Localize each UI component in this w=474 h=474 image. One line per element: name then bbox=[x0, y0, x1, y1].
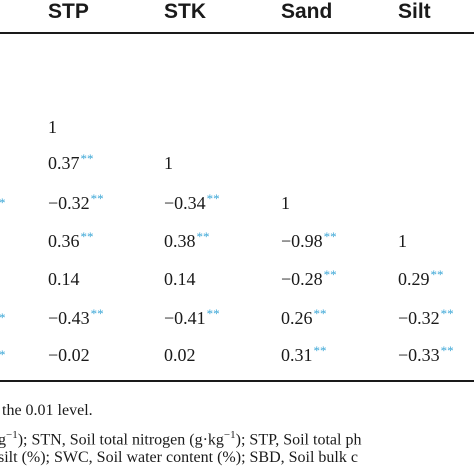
cut-off-sig-marker: * bbox=[0, 340, 6, 370]
header-rule bbox=[0, 32, 474, 34]
cut-off-sig-marker: * bbox=[0, 303, 6, 333]
cell-sand: −0.28** bbox=[281, 267, 337, 289]
table-bottom-rule bbox=[0, 380, 474, 382]
column-header-silt: Silt bbox=[398, 0, 431, 23]
cell-sand: 0.31** bbox=[281, 343, 327, 365]
cell-stk: 1 bbox=[164, 153, 173, 173]
footnote-abbreviations-cont: silt (%); SWC, Soil water content (%); S… bbox=[0, 449, 358, 466]
cell-stp: 1 bbox=[48, 117, 57, 137]
table-row: 0.14 0.14 −0.28** 0.29** bbox=[0, 264, 474, 294]
cell-silt: 1 bbox=[398, 231, 407, 251]
cell-stk: 0.02 bbox=[164, 345, 196, 365]
table-row: 1 bbox=[0, 112, 474, 142]
cell-silt: −0.33** bbox=[398, 343, 454, 365]
column-header-sand: Sand bbox=[281, 0, 333, 23]
cell-silt: −0.32** bbox=[398, 306, 454, 328]
table-row: * −0.43** −0.41** 0.26** −0.32** bbox=[0, 303, 474, 333]
column-header-stk: STK bbox=[164, 0, 206, 23]
cell-stp: 0.14 bbox=[48, 269, 80, 289]
cell-stk: 0.14 bbox=[164, 269, 196, 289]
cell-sand: −0.98** bbox=[281, 229, 337, 251]
cell-sand: 1 bbox=[281, 193, 290, 213]
cell-stk: 0.38** bbox=[164, 229, 210, 251]
footnote-significance: the 0.01 level. bbox=[2, 402, 93, 419]
cell-stp: 0.36** bbox=[48, 229, 94, 251]
cell-silt: 0.29** bbox=[398, 267, 444, 289]
footnote-abbreviations: g−1); STN, Soil total nitrogen (g·kg−1);… bbox=[0, 429, 362, 449]
cut-off-sig-marker: * bbox=[0, 188, 6, 218]
table-row: * −0.32** −0.34** 1 bbox=[0, 188, 474, 218]
cell-stp: −0.43** bbox=[48, 306, 104, 328]
cell-stp: −0.32** bbox=[48, 191, 104, 213]
cell-stk: −0.41** bbox=[164, 306, 220, 328]
table-row: 0.36** 0.38** −0.98** 1 bbox=[0, 226, 474, 256]
cell-stp: −0.02 bbox=[48, 345, 90, 365]
cell-stk: −0.34** bbox=[164, 191, 220, 213]
column-header-stp: STP bbox=[48, 0, 89, 23]
cell-stp: 0.37** bbox=[48, 151, 94, 173]
table-row: 0.37** 1 bbox=[0, 148, 474, 178]
cell-sand: 0.26** bbox=[281, 306, 327, 328]
table-row: * −0.02 0.02 0.31** −0.33** bbox=[0, 340, 474, 370]
